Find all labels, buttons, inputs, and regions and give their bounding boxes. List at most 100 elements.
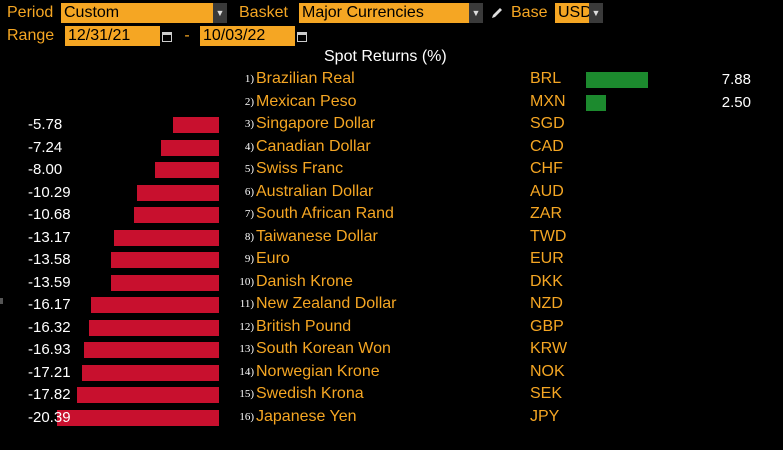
return-value-label: -13.17	[28, 228, 71, 246]
return-value-label: -13.58	[28, 251, 71, 268]
negative-return-bar	[173, 117, 219, 133]
currency-code[interactable]: NZD	[530, 295, 563, 312]
table-row[interactable]: -10.68 7) South African Rand ZAR	[0, 204, 783, 226]
return-value-label: -20.39	[28, 408, 71, 426]
range-label: Range	[7, 27, 55, 44]
currency-code[interactable]: JPY	[530, 407, 560, 425]
return-value-label: -5.78	[28, 116, 63, 133]
negative-return-bar	[82, 364, 219, 381]
currency-name[interactable]: Mexican Peso	[256, 92, 357, 110]
return-value-label: -16.17	[28, 296, 71, 313]
currency-code[interactable]: CAD	[530, 137, 564, 155]
basket-value: Major Currencies	[302, 4, 424, 21]
table-row[interactable]: -13.58 9) Euro EUR	[0, 249, 783, 271]
negative-return-bar	[89, 319, 219, 336]
range-end-value: 10/03/22	[203, 27, 266, 44]
currency-code[interactable]: DKK	[530, 272, 563, 290]
range-end-input[interactable]: 10/03/22	[200, 26, 295, 46]
currency-name[interactable]: New Zealand Dollar	[256, 295, 397, 312]
table-row[interactable]: -7.24 4) Canadian Dollar CAD	[0, 137, 783, 159]
currency-code[interactable]: GBP	[530, 317, 564, 335]
table-row[interactable]: -5.78 3) Singapore Dollar SGD	[0, 114, 783, 136]
table-row[interactable]: -17.82 15) Swedish Krona SEK	[0, 384, 783, 406]
rank-label: 13)	[239, 343, 254, 355]
currency-name[interactable]: Australian Dollar	[256, 182, 374, 200]
rank-label: 7)	[244, 208, 254, 220]
currency-code[interactable]: KRW	[530, 340, 568, 357]
table-row[interactable]: 7.88 1) Brazilian Real BRL	[0, 69, 783, 91]
negative-return-bar	[111, 252, 219, 268]
basket-select[interactable]: Major Currencies	[299, 3, 469, 23]
pencil-icon[interactable]	[483, 6, 511, 20]
rank-label: 6)	[244, 185, 254, 198]
table-row[interactable]: -13.17 8) Taiwanese Dollar TWD	[0, 227, 783, 249]
return-value-label: -10.68	[28, 206, 71, 223]
table-row[interactable]: -16.17 11) New Zealand Dollar NZD	[0, 294, 783, 316]
table-row[interactable]: -16.32 12) British Pound GBP	[0, 317, 783, 339]
currency-code[interactable]: ZAR	[530, 205, 562, 222]
rank-label: 1)	[244, 73, 254, 85]
range-separator: -	[184, 27, 190, 44]
currency-code[interactable]: NOK	[530, 362, 565, 380]
return-value-label: -7.24	[28, 138, 63, 156]
period-select[interactable]: Custom	[61, 3, 213, 23]
base-select[interactable]: USD	[555, 3, 592, 23]
range-start-value: 12/31/21	[68, 27, 131, 44]
negative-return-bar	[161, 139, 219, 156]
currency-name[interactable]: Norwegian Krone	[256, 362, 380, 380]
table-row[interactable]: -13.59 10) Danish Krone DKK	[0, 272, 783, 294]
table-row[interactable]: -8.00 5) Swiss Franc CHF	[0, 159, 783, 181]
negative-return-bar	[111, 274, 219, 291]
range-start-input[interactable]: 12/31/21	[65, 26, 160, 46]
currency-code[interactable]: SGD	[530, 115, 565, 132]
rank-label: 11)	[239, 298, 254, 310]
currency-name[interactable]: Singapore Dollar	[256, 115, 376, 132]
currency-name[interactable]: British Pound	[256, 317, 352, 335]
basket-label: Basket	[239, 4, 288, 21]
currency-code[interactable]: EUR	[530, 250, 564, 267]
base-dropdown-chevron-down-icon[interactable]: ▼	[589, 3, 603, 23]
currency-name[interactable]: South African Rand	[256, 205, 394, 222]
return-value-label: -16.93	[28, 341, 71, 358]
table-row[interactable]: -20.39 16) Japanese Yen JPY	[0, 407, 783, 429]
rank-label: 10)	[239, 275, 254, 288]
currency-code[interactable]: BRL	[530, 70, 562, 87]
currency-code[interactable]: MXN	[530, 92, 566, 110]
negative-return-bar	[84, 342, 219, 358]
rank-label: 14)	[239, 365, 254, 378]
table-row[interactable]: 2.50 2) Mexican Peso MXN	[0, 92, 783, 114]
currency-name[interactable]: Swedish Krona	[256, 385, 364, 402]
currency-name[interactable]: South Korean Won	[256, 340, 391, 357]
return-value-label: -8.00	[28, 161, 63, 178]
currency-name[interactable]: Taiwanese Dollar	[256, 227, 378, 245]
negative-return-bar	[137, 184, 219, 201]
rank-label: 5)	[244, 163, 254, 175]
left-edge-marker	[0, 298, 3, 304]
period-label: Period	[7, 4, 54, 21]
range-end-calendar-icon[interactable]	[295, 26, 309, 46]
negative-return-bar	[57, 409, 219, 426]
rank-label: 12)	[239, 320, 254, 333]
currency-code[interactable]: TWD	[530, 227, 567, 245]
range-start-calendar-icon[interactable]	[160, 26, 174, 46]
currency-name[interactable]: Swiss Franc	[256, 160, 344, 177]
negative-return-bar	[114, 229, 219, 246]
currency-code[interactable]: CHF	[530, 160, 563, 177]
rank-label: 16)	[239, 410, 254, 423]
currency-name[interactable]: Euro	[256, 250, 290, 267]
currency-name[interactable]: Brazilian Real	[256, 70, 355, 87]
table-row[interactable]: -10.29 6) Australian Dollar AUD	[0, 182, 783, 204]
currency-name[interactable]: Japanese Yen	[256, 407, 357, 425]
currency-name[interactable]: Canadian Dollar	[256, 137, 371, 155]
currency-code[interactable]: AUD	[530, 182, 564, 200]
header-row-1: Period Custom ▼ Basket Major Currencies …	[0, 2, 603, 24]
table-row[interactable]: -16.93 13) South Korean Won KRW	[0, 339, 783, 361]
negative-return-bar	[77, 387, 219, 403]
currency-name[interactable]: Danish Krone	[256, 272, 353, 290]
return-value-label: -16.32	[28, 318, 71, 336]
basket-dropdown-chevron-down-icon[interactable]: ▼	[469, 3, 483, 23]
positive-return-bar	[586, 72, 648, 88]
currency-code[interactable]: SEK	[530, 385, 563, 402]
table-row[interactable]: -17.21 14) Norwegian Krone NOK	[0, 362, 783, 384]
period-dropdown-chevron-down-icon[interactable]: ▼	[213, 3, 227, 23]
